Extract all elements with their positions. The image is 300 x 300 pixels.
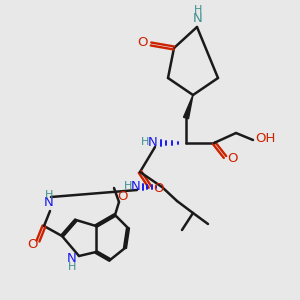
Text: N: N xyxy=(44,196,54,209)
Text: O: O xyxy=(27,238,37,251)
Text: OH: OH xyxy=(255,133,275,146)
Text: H: H xyxy=(141,137,149,147)
Text: N: N xyxy=(131,179,141,193)
Text: H: H xyxy=(124,181,132,191)
Polygon shape xyxy=(184,95,193,119)
Text: H: H xyxy=(68,262,76,272)
Text: N: N xyxy=(193,11,203,25)
Text: H: H xyxy=(45,190,53,200)
Text: H: H xyxy=(194,5,202,15)
Text: O: O xyxy=(228,152,238,164)
Text: N: N xyxy=(67,253,77,266)
Text: O: O xyxy=(137,37,147,50)
Text: O: O xyxy=(153,182,163,194)
Text: N: N xyxy=(148,136,158,148)
Text: O: O xyxy=(118,190,128,202)
